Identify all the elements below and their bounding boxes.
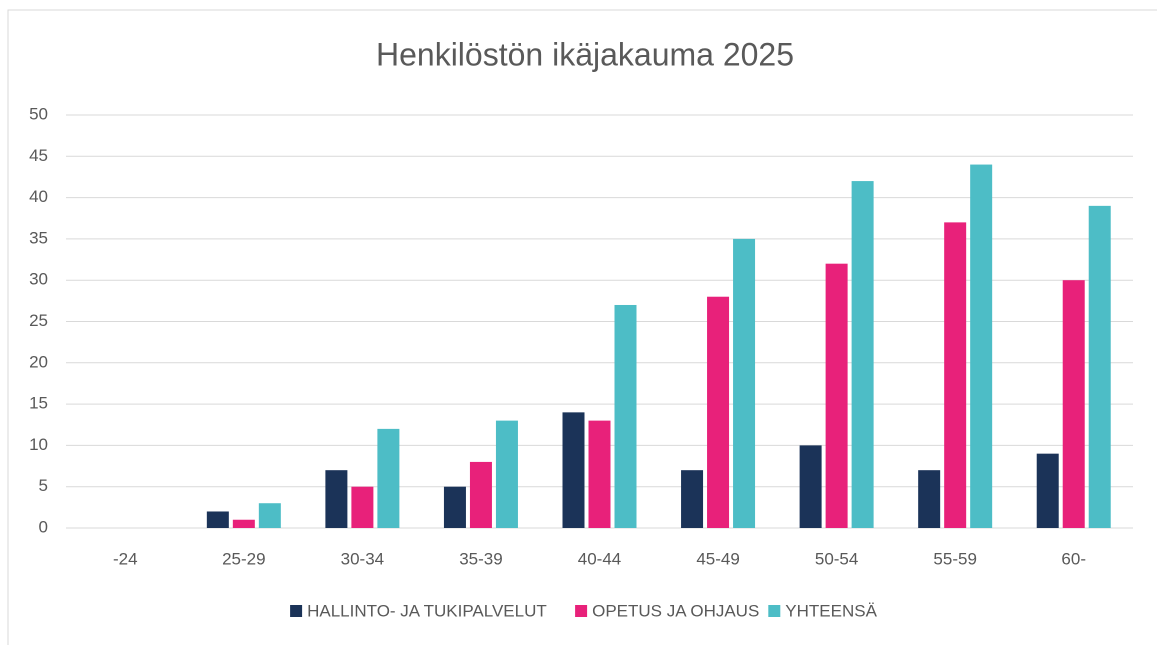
x-tick-label: 35-39 [459, 549, 502, 568]
y-tick-label: 40 [29, 187, 48, 206]
bar [232, 519, 255, 528]
x-tick-label: 55-59 [933, 549, 976, 568]
bar [918, 470, 941, 528]
bar [1088, 205, 1111, 529]
bar [588, 420, 611, 528]
bar [351, 486, 374, 528]
x-tick-label: 50-54 [815, 549, 858, 568]
bar [970, 164, 993, 528]
y-tick-label: 35 [29, 228, 48, 247]
bar [733, 238, 756, 528]
x-tick-label: -24 [113, 549, 138, 568]
bar [707, 296, 730, 528]
legend-label: YHTEENSÄ [785, 601, 877, 620]
bar [1062, 280, 1085, 528]
x-tick-label: 60- [1061, 549, 1086, 568]
y-tick-label: 25 [29, 311, 48, 330]
y-tick-label: 15 [29, 394, 48, 413]
legend-swatch [290, 605, 303, 617]
bar [681, 470, 704, 528]
y-tick-label: 0 [39, 517, 48, 536]
x-tick-label: 45-49 [696, 549, 739, 568]
bar [851, 181, 874, 528]
legend-label: HALLINTO- JA TUKIPALVELUT [307, 601, 547, 620]
bar [562, 412, 585, 528]
y-tick-label: 20 [29, 352, 48, 371]
bar [325, 470, 348, 528]
bar [944, 222, 967, 528]
bar [469, 461, 492, 528]
y-tick-label: 50 [29, 104, 48, 123]
legend-swatch [768, 605, 781, 617]
x-tick-label: 30-34 [341, 549, 384, 568]
bar [825, 263, 848, 528]
bar [206, 511, 229, 528]
bar [377, 428, 400, 528]
bar [495, 420, 518, 528]
y-tick-label: 30 [29, 270, 48, 289]
bar [443, 486, 466, 528]
legend-label: OPETUS JA OHJAUS [592, 601, 759, 620]
x-tick-label: 25-29 [222, 549, 265, 568]
bar [258, 503, 281, 528]
bar [799, 445, 822, 528]
x-tick-label: 40-44 [578, 549, 621, 568]
bar [1036, 453, 1059, 528]
y-tick-label: 10 [29, 435, 48, 454]
y-tick-label: 5 [39, 476, 48, 495]
bar [614, 304, 637, 528]
chart-border [7, 9, 1157, 645]
y-tick-label: 45 [29, 146, 48, 165]
legend-swatch [575, 605, 588, 617]
chart-title: Henkilöstön ikäjakauma 2025 [376, 36, 794, 72]
